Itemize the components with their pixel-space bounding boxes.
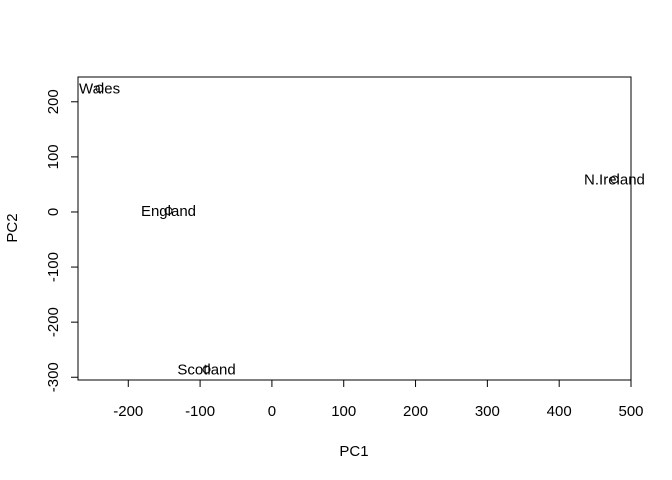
x-tick-label: 300 [475,403,500,420]
x-tick-label: 200 [403,403,428,420]
x-axis: -200 -100 0 100 200 300 400 500 [113,379,644,420]
y-tick-label: 200 [45,89,62,114]
data-point-marker [610,175,619,184]
x-axis-title: PC1 [339,443,368,460]
x-tick-label: -100 [185,403,215,420]
data-point-marker [164,206,173,215]
x-tick-label: 500 [618,403,643,420]
data-point-label: N.Ireland [584,171,645,188]
data-point-marker [95,84,104,93]
data-point-label: England [141,203,196,220]
data-point-marker [202,365,211,374]
x-tick-label: 100 [331,403,356,420]
y-axis-title: PC2 [4,213,21,242]
y-tick-label: -300 [45,362,62,392]
data-point-label: Wales [79,81,120,98]
data-point-label: Scotland [177,362,235,379]
plot-frame [77,76,632,381]
x-tick-label: 400 [547,403,572,420]
y-tick-label: 100 [45,144,62,169]
y-tick-label: 0 [45,208,62,216]
y-tick-label: -100 [45,252,62,282]
y-axis: -300 -200 -100 0 100 200 [45,89,79,392]
x-tick-label: -200 [113,403,143,420]
y-tick-label: -200 [45,307,62,337]
data-points: England Wales Scotland N.Ireland [79,81,645,379]
x-tick-label: 0 [268,403,276,420]
